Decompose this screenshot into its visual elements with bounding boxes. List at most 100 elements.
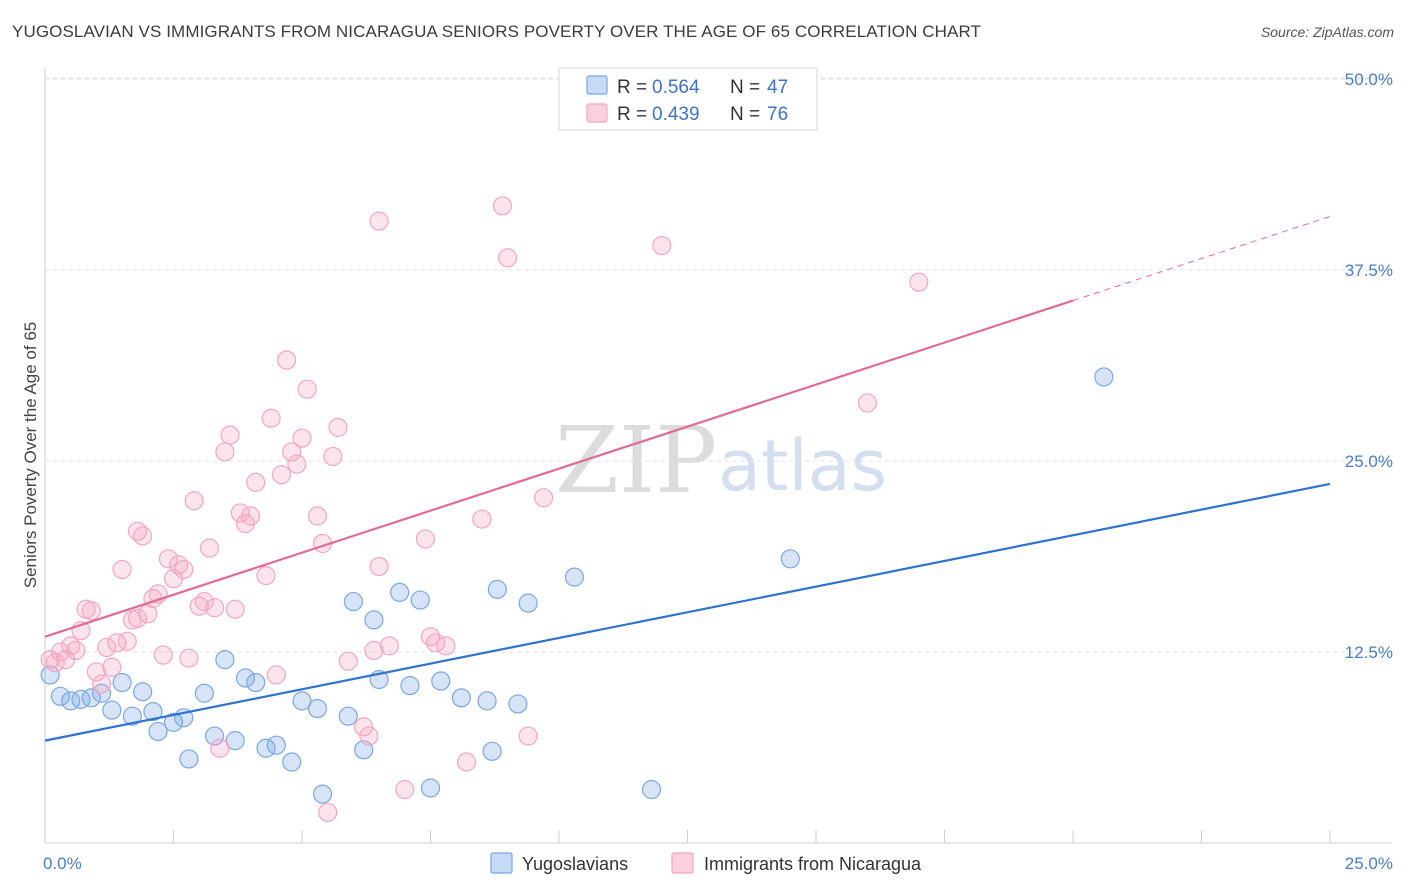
point-nicaragua-69 xyxy=(472,509,492,529)
point-yugoslavians-15 xyxy=(194,683,214,703)
x-tick-label-1: 25.0% xyxy=(1345,854,1393,873)
point-yugoslavians-6 xyxy=(102,700,122,720)
point-nicaragua-55 xyxy=(328,417,348,437)
point-nicaragua-27 xyxy=(174,559,194,580)
legend-swatch-nicaragua xyxy=(586,103,608,123)
point-yugoslavians-36 xyxy=(431,671,451,691)
point-yugoslavians-41 xyxy=(508,694,528,714)
point-nicaragua-20 xyxy=(138,604,158,624)
point-nicaragua-62 xyxy=(379,636,399,656)
point-nicaragua-5 xyxy=(66,640,86,661)
stats-legend: R = 0.564 N = 47 R = 0.439 N = 76 xyxy=(558,67,818,131)
point-yugoslavians-24 xyxy=(292,691,312,711)
point-nicaragua-34 xyxy=(210,738,230,758)
point-yugoslavians-1 xyxy=(50,686,71,706)
point-nicaragua-65 xyxy=(420,627,441,647)
point-nicaragua-47 xyxy=(282,442,302,462)
point-nicaragua-19 xyxy=(133,526,153,546)
legend-r-value-nicaragua: 0.439 xyxy=(652,104,700,125)
y-axis-label: Seniors Poverty Over the Age of 65 xyxy=(21,322,40,588)
bottom-legend-swatch-yugoslavians xyxy=(490,852,513,874)
legend-swatch-yugoslavians xyxy=(586,75,608,95)
point-nicaragua-9 xyxy=(86,662,107,682)
x-tick-label-0: 0.0% xyxy=(43,854,82,873)
point-nicaragua-0 xyxy=(40,650,60,670)
point-yugoslavians-42 xyxy=(518,593,538,613)
trend-lines xyxy=(44,216,1331,742)
point-nicaragua-35 xyxy=(215,442,235,462)
point-nicaragua-75 xyxy=(857,393,878,413)
point-yugoslavians-35 xyxy=(420,778,441,798)
point-nicaragua-41 xyxy=(246,472,266,492)
point-nicaragua-67 xyxy=(436,636,456,656)
point-nicaragua-8 xyxy=(81,601,101,621)
y-tick-label-0: 12.5% xyxy=(1345,643,1393,662)
point-yugoslavians-7 xyxy=(112,672,132,693)
point-nicaragua-40 xyxy=(241,506,261,526)
point-nicaragua-54 xyxy=(323,446,343,467)
point-nicaragua-63 xyxy=(395,779,415,800)
point-nicaragua-14 xyxy=(112,559,132,580)
point-nicaragua-49 xyxy=(292,428,312,448)
point-nicaragua-50 xyxy=(297,379,317,399)
axes xyxy=(44,68,1392,844)
point-yugoslavians-45 xyxy=(780,549,800,569)
point-nicaragua-33 xyxy=(205,598,225,618)
y-tick-label-2: 37.5% xyxy=(1345,261,1393,280)
point-nicaragua-48 xyxy=(287,454,307,474)
point-yugoslavians-12 xyxy=(163,712,184,732)
point-yugoslavians-23 xyxy=(282,752,302,772)
point-nicaragua-70 xyxy=(492,196,513,216)
point-yugoslavians-46 xyxy=(1094,367,1114,387)
point-nicaragua-36 xyxy=(220,425,240,445)
point-yugoslavians-3 xyxy=(71,689,91,709)
point-nicaragua-51 xyxy=(307,506,328,526)
point-yugoslavians-44 xyxy=(641,779,662,800)
point-nicaragua-58 xyxy=(359,726,379,746)
point-nicaragua-13 xyxy=(107,633,127,653)
point-yugoslavians-43 xyxy=(564,567,585,587)
bottom-legend-label-nicaragua: Immigrants from Nicaragua xyxy=(704,854,922,874)
point-nicaragua-42 xyxy=(256,565,276,586)
gridlines xyxy=(45,77,1392,653)
legend-n-value-yugoslavians: 47 xyxy=(767,77,788,98)
point-nicaragua-73 xyxy=(533,488,554,508)
point-yugoslavians-10 xyxy=(143,701,163,722)
point-yugoslavians-26 xyxy=(312,784,333,804)
legend-r-label-2: R = xyxy=(617,104,647,125)
point-nicaragua-56 xyxy=(338,651,358,671)
point-yugoslavians-37 xyxy=(451,688,471,708)
point-yugoslavians-19 xyxy=(235,668,256,688)
point-yugoslavians-20 xyxy=(246,672,266,693)
data-points xyxy=(40,196,1114,823)
point-nicaragua-11 xyxy=(97,637,117,658)
point-yugoslavians-2 xyxy=(61,691,81,711)
point-nicaragua-59 xyxy=(364,640,384,661)
point-yugoslavians-8 xyxy=(122,706,142,726)
point-yugoslavians-9 xyxy=(133,682,153,702)
chart-title: YUGOSLAVIAN VS IMMIGRANTS FROM NICARAGUA… xyxy=(12,22,982,41)
point-yugoslavians-4 xyxy=(81,688,101,708)
point-yugoslavians-28 xyxy=(343,591,363,612)
legend-r-label-1: R = xyxy=(617,77,647,98)
watermark-atlas: atlas xyxy=(718,425,887,507)
source-credit: Source: ZipAtlas.com xyxy=(1260,24,1394,40)
bottom-legend-label-yugoslavians: Yugoslavians xyxy=(522,854,628,874)
point-nicaragua-60 xyxy=(369,556,389,577)
x-tick-labels: 0.0% 25.0% xyxy=(43,854,1393,873)
point-yugoslavians-40 xyxy=(487,579,507,599)
point-nicaragua-53 xyxy=(318,802,338,823)
trend-line-extension-nicaragua xyxy=(1072,216,1331,302)
point-nicaragua-28 xyxy=(179,648,199,668)
point-nicaragua-45 xyxy=(271,465,292,485)
y-tick-labels: 12.5% 25.0% 37.5% 50.0% xyxy=(1345,70,1393,662)
point-yugoslavians-33 xyxy=(400,676,420,696)
point-yugoslavians-0 xyxy=(40,665,60,685)
point-nicaragua-46 xyxy=(276,350,297,370)
point-nicaragua-44 xyxy=(266,665,286,685)
point-nicaragua-10 xyxy=(91,674,112,694)
point-nicaragua-61 xyxy=(369,211,389,231)
point-nicaragua-72 xyxy=(518,726,538,746)
point-yugoslavians-38 xyxy=(477,691,497,711)
